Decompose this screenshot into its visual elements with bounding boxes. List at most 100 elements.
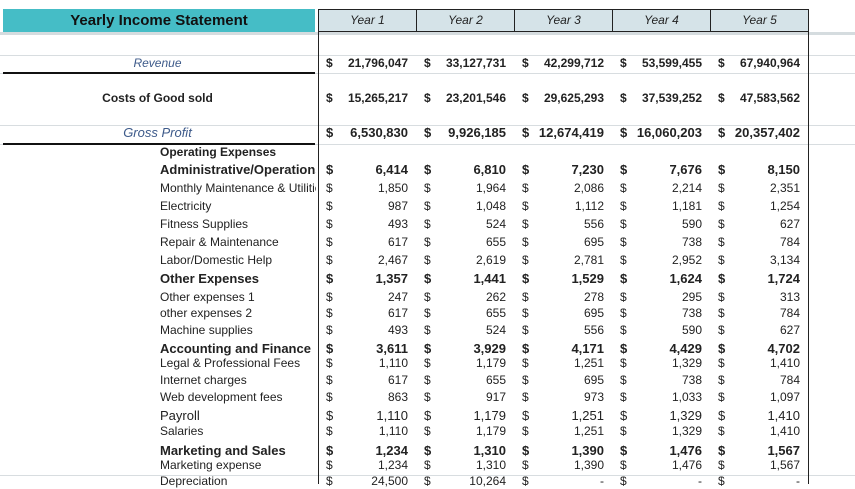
row-label: Administrative/Operations [160,162,316,177]
currency-symbol: $ [718,373,725,387]
cell-value: 784 [779,235,800,249]
currency-symbol: $ [522,458,529,472]
row-label: Revenue [133,56,182,70]
currency-symbol: $ [620,290,627,304]
currency-symbol: $ [620,458,627,472]
currency-symbol: $ [522,390,529,404]
currency-symbol: $ [424,217,431,231]
cell-value: 738 [681,373,702,387]
cell-value: 784 [779,373,800,387]
table-row: Operating Expenses [0,144,855,160]
cell-value: 1,251 [573,356,604,370]
row-label: Fitness Supplies [160,217,249,231]
cell-value: 1,251 [571,408,604,423]
cell-value: 313 [779,290,800,304]
table-row: Revenue $21,796,047 $33,127,731 $42,299,712… [0,55,855,71]
row-label: Electricity [160,199,212,213]
currency-symbol: $ [620,235,627,249]
currency-symbol: $ [522,199,529,213]
cell-value: 53,599,455 [641,56,702,70]
cell-value: - [698,474,702,488]
cell-value: 1,567 [769,458,800,472]
cell-value: 987 [387,199,408,213]
cell-value: 47,583,562 [739,91,800,105]
cell-value: 1,390 [573,458,604,472]
cell-value: 1,476 [669,443,702,458]
table-row: Marketing and Sales $1,234 $1,310 $1,390 $1,… [0,443,855,459]
currency-symbol: $ [424,181,431,195]
currency-symbol: $ [424,424,431,438]
row-label: other expenses 2 [160,306,253,320]
cell-value: 2,467 [377,253,408,267]
gridline [0,475,855,476]
table-row: Other expenses 1 $247 $262 $278 $295 $313 [0,289,855,305]
cell-value: 1,410 [769,424,800,438]
currency-symbol: $ [522,253,529,267]
currency-symbol: $ [424,443,432,458]
table-row: Accounting and Finance $3,611 $3,929 $4,171… [0,341,855,357]
cell-value: 695 [583,373,604,387]
table-row: Monthly Maintenance & Utilitie $1,850 $1,9… [0,180,855,196]
cell-value: - [796,474,800,488]
currency-symbol: $ [718,162,726,177]
cell-value: 24,500 [371,474,408,488]
cell-value: 1,529 [571,271,604,286]
currency-symbol: $ [522,271,530,286]
currency-symbol: $ [718,408,726,423]
currency-symbol: $ [620,253,627,267]
cell-value: 1,390 [571,443,604,458]
cell-value: 627 [779,217,800,231]
cell-value: 33,127,731 [445,56,506,70]
currency-symbol: $ [424,323,431,337]
currency-symbol: $ [718,91,725,105]
currency-symbol: $ [326,125,334,140]
currency-symbol: $ [620,91,627,105]
cell-value: 6,810 [473,162,506,177]
cell-value: 1,181 [671,199,702,213]
cell-value: 42,299,712 [543,56,604,70]
cell-value: 617 [387,306,408,320]
statement-title: Yearly Income Statement [3,9,315,32]
cell-value: 295 [681,290,702,304]
cell-value: 4,171 [571,341,604,356]
table-row: Marketing expense $1,234 $1,310 $1,390 $1,47… [0,457,855,473]
table-row: Gross Profit $6,530,830 $9,926,185 $12,674,… [0,125,855,141]
cell-value: 1,441 [473,271,506,286]
currency-symbol: $ [326,271,334,286]
currency-symbol: $ [620,306,627,320]
row-label: Labor/Domestic Help [160,253,273,267]
currency-symbol: $ [326,373,333,387]
currency-symbol: $ [620,181,627,195]
cell-value: 524 [485,217,506,231]
cell-value: 973 [583,390,604,404]
cell-value: 1,310 [473,443,506,458]
currency-symbol: $ [326,253,333,267]
currency-symbol: $ [620,373,627,387]
cell-value: 556 [583,323,604,337]
currency-symbol: $ [326,443,334,458]
currency-symbol: $ [718,271,726,286]
row-label: Salaries [160,424,204,438]
row-label: Web development fees [160,390,283,404]
cell-value: 15,265,217 [347,91,408,105]
cell-value: 12,674,419 [538,125,604,140]
cell-value: 3,929 [473,341,506,356]
currency-symbol: $ [620,271,628,286]
row-label: Gross Profit [123,125,192,140]
currency-symbol: $ [424,390,431,404]
cell-value: 1,179 [475,424,506,438]
cell-value: 1,724 [767,271,800,286]
row-label: Other Expenses [160,271,259,286]
cell-value: 1,410 [767,408,800,423]
row-label: Machine supplies [160,323,253,337]
currency-symbol: $ [718,217,725,231]
cell-value: 1,254 [769,199,800,213]
currency-symbol: $ [620,162,628,177]
currency-symbol: $ [620,424,627,438]
currency-symbol: $ [718,199,725,213]
row-label: Other expenses 1 [160,290,255,304]
row-label: Payroll [160,408,200,423]
currency-symbol: $ [522,181,529,195]
cell-value: 493 [387,217,408,231]
table-row: Depreciation $24,500 $10,264 $ - $ - $ - [0,473,855,489]
